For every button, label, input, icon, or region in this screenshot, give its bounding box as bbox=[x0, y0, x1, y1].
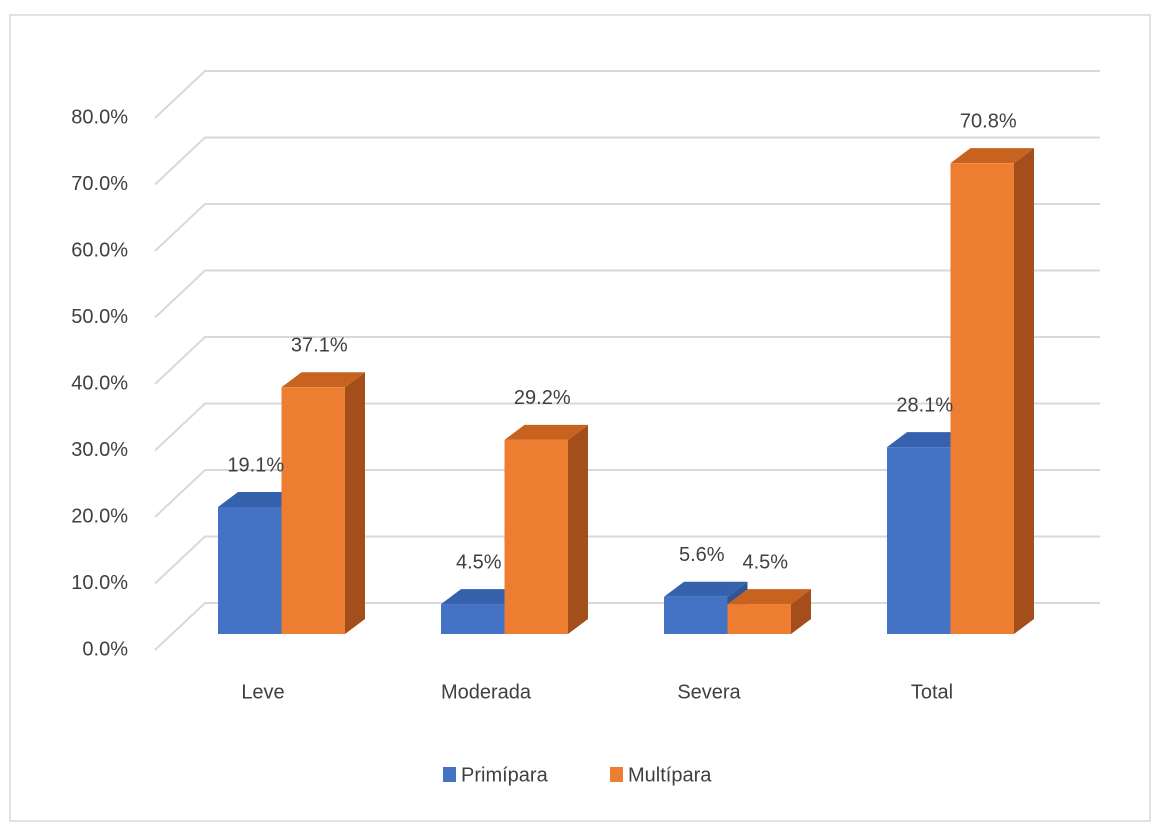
grid-line bbox=[154, 336, 1100, 385]
grid-line bbox=[154, 402, 1100, 452]
legend-swatch bbox=[610, 767, 623, 782]
bar-top bbox=[441, 589, 525, 605]
y-tick-label: 10.0% bbox=[71, 572, 128, 594]
bar-side bbox=[1014, 148, 1034, 634]
bar bbox=[664, 596, 728, 634]
bar-top bbox=[504, 424, 588, 440]
grid-line bbox=[154, 469, 1100, 518]
bar bbox=[950, 163, 1014, 634]
bar bbox=[887, 447, 951, 634]
data-label: 37.1% bbox=[291, 335, 348, 357]
x-tick-label: Moderada bbox=[441, 681, 532, 703]
bar-side bbox=[568, 424, 588, 634]
y-tick-label: 80.0% bbox=[71, 106, 128, 128]
bar bbox=[727, 604, 791, 634]
y-tick-label: 40.0% bbox=[71, 372, 128, 394]
bar bbox=[281, 387, 345, 634]
y-tick-label: 50.0% bbox=[71, 306, 128, 328]
bar-top bbox=[281, 372, 365, 388]
y-tick-label: 20.0% bbox=[71, 505, 128, 527]
bar bbox=[504, 439, 568, 634]
bar-top bbox=[727, 589, 811, 605]
x-tick-label: Total bbox=[911, 681, 953, 703]
data-label: 19.1% bbox=[227, 454, 284, 476]
bar-top bbox=[664, 581, 748, 597]
bar-side bbox=[345, 372, 365, 634]
y-tick-label: 70.0% bbox=[71, 173, 128, 195]
bar-top bbox=[950, 148, 1034, 164]
bar-side bbox=[791, 589, 811, 634]
grid-line bbox=[154, 269, 1100, 319]
bar bbox=[218, 506, 282, 634]
y-tick-label: 0.0% bbox=[82, 638, 128, 660]
grid-line bbox=[154, 203, 1100, 252]
data-label: 28.1% bbox=[896, 394, 953, 416]
data-label: 4.5% bbox=[742, 551, 788, 573]
legend-swatch bbox=[443, 767, 456, 782]
grid-line bbox=[154, 70, 1100, 119]
data-label: 29.2% bbox=[514, 387, 571, 409]
bar-top bbox=[218, 491, 302, 507]
bar bbox=[441, 604, 505, 634]
x-tick-label: Severa bbox=[677, 681, 741, 703]
legend-label: Primípara bbox=[461, 764, 549, 786]
grid-line bbox=[154, 535, 1100, 585]
y-tick-label: 60.0% bbox=[71, 239, 128, 261]
legend-label: Multípara bbox=[628, 764, 712, 786]
data-label: 4.5% bbox=[456, 551, 502, 573]
data-label: 5.6% bbox=[679, 544, 725, 566]
data-label: 70.8% bbox=[960, 110, 1017, 132]
bar-top bbox=[887, 432, 971, 448]
y-tick-label: 30.0% bbox=[71, 439, 128, 461]
x-tick-label: Leve bbox=[241, 681, 284, 703]
grid-line bbox=[154, 136, 1100, 186]
